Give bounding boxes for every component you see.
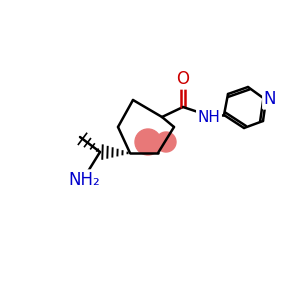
Text: O: O bbox=[176, 70, 190, 88]
Text: NH₂: NH₂ bbox=[68, 171, 100, 189]
Text: N: N bbox=[264, 90, 276, 108]
Circle shape bbox=[135, 129, 161, 155]
Circle shape bbox=[156, 132, 176, 152]
Text: NH: NH bbox=[198, 110, 220, 124]
